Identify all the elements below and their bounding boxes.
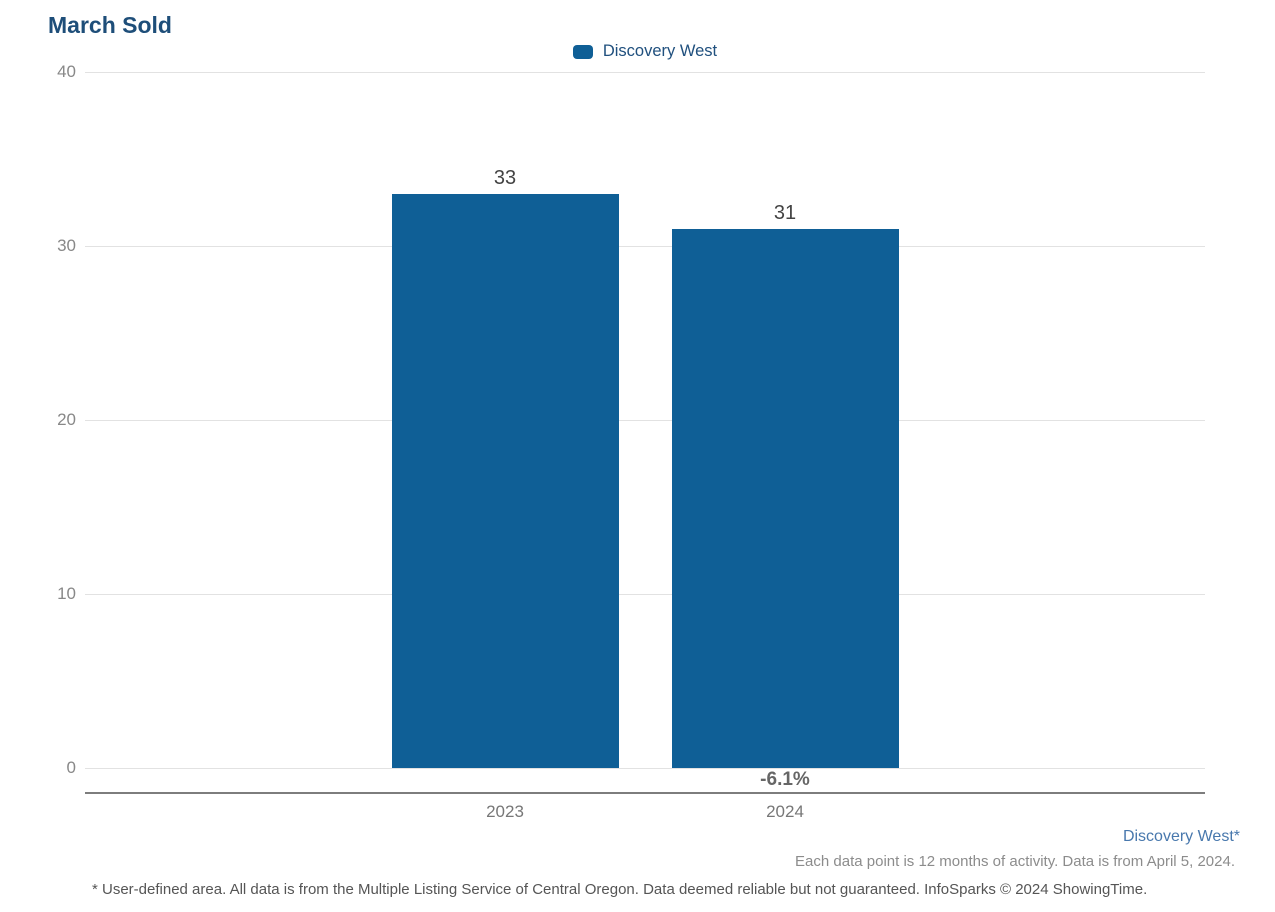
legend-label: Discovery West [602,42,718,60]
gridline [85,593,1205,595]
legend-swatch-icon [572,44,593,59]
bar-2024[interactable] [671,228,899,768]
y-axis-tick-label: 20 [57,410,76,429]
footnote-series-link[interactable]: Discovery West* [1122,828,1240,845]
footnote-disclaimer: * User-defined area. All data is from th… [92,881,1148,898]
gridline [85,71,1205,73]
legend[interactable]: Discovery West [85,42,1205,61]
footnote-data-note: Each data point is 12 months of activity… [795,853,1235,870]
gridline [85,245,1205,247]
gridline [85,767,1205,769]
bar-value-label: 31 [773,201,797,224]
y-axis-tick-label: 40 [57,62,76,81]
bar-value-label: 33 [493,166,517,189]
y-axis-tick-label: 10 [57,584,76,603]
change-label: -6.1% [760,769,810,790]
bar-2023[interactable] [391,193,619,768]
chart-title: March Sold [48,12,172,38]
y-axis-tick-label: 30 [57,236,76,255]
x-axis-label: 2023 [486,802,524,821]
gridline [85,419,1205,421]
x-axis-label: 2024 [766,802,804,821]
y-axis-tick-label: 0 [66,758,76,777]
x-axis-line [85,792,1205,794]
